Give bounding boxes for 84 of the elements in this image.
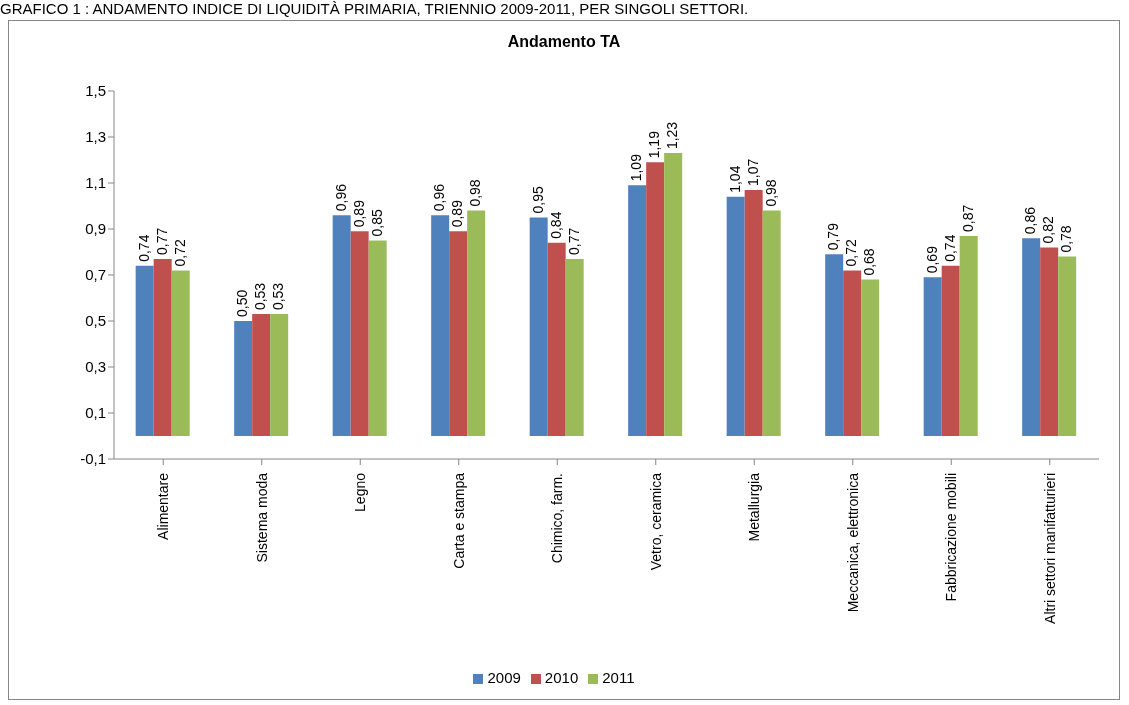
bar — [664, 153, 683, 436]
data-label: 0,53 — [270, 282, 287, 311]
data-label: 0,86 — [1022, 206, 1039, 235]
data-label: 0,77 — [565, 227, 582, 255]
data-label: 0,68 — [861, 248, 878, 276]
x-tick-label: Legno — [352, 472, 369, 512]
data-label: 0,98 — [467, 179, 484, 207]
bar — [153, 258, 172, 436]
data-label: 1,19 — [646, 130, 663, 159]
bar — [529, 217, 548, 436]
data-label: 0,87 — [959, 204, 976, 232]
bar — [744, 189, 763, 436]
data-label: 0,69 — [923, 245, 940, 274]
bar — [1040, 247, 1059, 436]
x-tick-label: Metallurgia — [746, 472, 763, 542]
bar — [252, 314, 271, 436]
data-label: 0,89 — [449, 199, 466, 228]
data-label: 0,89 — [350, 199, 367, 228]
legend-label: 2010 — [544, 669, 579, 686]
y-tick-label: 1,1 — [85, 174, 106, 192]
data-label: 0,82 — [1040, 215, 1057, 244]
data-label: 1,04 — [726, 165, 743, 193]
data-label: 0,50 — [234, 289, 251, 317]
data-label: 0,95 — [529, 186, 546, 214]
bar — [923, 277, 942, 436]
bar — [467, 210, 486, 436]
x-tick-label: Carta e stampa — [450, 472, 467, 569]
x-tick-label: Altri settori manifatturieri — [1041, 473, 1058, 624]
bar — [1022, 238, 1041, 436]
bar — [270, 314, 289, 436]
chart-title: Andamento TA — [506, 33, 622, 51]
bar — [565, 258, 584, 436]
x-tick-label: Alimentare — [155, 472, 172, 540]
data-label: 0,96 — [332, 183, 349, 212]
y-tick-label: 0,5 — [85, 312, 106, 330]
data-label: 1,23 — [664, 121, 681, 150]
bar — [431, 215, 450, 436]
x-tick-label: Meccanica, elettronica — [844, 472, 861, 613]
data-label: 0,84 — [547, 211, 564, 239]
bar — [449, 231, 468, 436]
x-tick-label: Chimico, farm. — [549, 473, 566, 564]
data-label: 0,72 — [843, 238, 860, 267]
bar — [547, 242, 566, 436]
y-tick-label: 0,7 — [85, 266, 106, 284]
y-tick-label: 0,3 — [85, 358, 106, 376]
y-tick-label: 1,3 — [85, 128, 106, 146]
legend-label: 2009 — [487, 669, 521, 686]
bar — [368, 240, 387, 436]
bar — [171, 270, 190, 436]
bar — [1058, 256, 1077, 436]
legend-label: 2011 — [602, 669, 635, 686]
data-label: 1,07 — [744, 158, 761, 186]
bar — [861, 279, 880, 436]
data-label: 0,74 — [941, 234, 958, 262]
bar — [350, 231, 369, 436]
y-tick-label: -0,1 — [80, 450, 106, 468]
bar — [726, 196, 745, 436]
data-label: 0,53 — [252, 282, 269, 311]
text: GRAFICO 1 : ANDAMENTO INDICE DI LIQUIDITÀ PRIMARIA, TRIENNIO 2009-2011, PER SINGOLI SETTORI. — [0, 0, 749, 17]
data-label: 0,98 — [762, 179, 779, 207]
bar — [843, 270, 862, 436]
x-tick-label: Fabbricazione mobili — [943, 473, 960, 602]
bar — [332, 215, 351, 436]
data-label: 0,74 — [135, 234, 152, 262]
data-label: 0,85 — [368, 209, 385, 237]
data-label: 0,78 — [1058, 225, 1075, 253]
y-tick-label: 0,1 — [85, 404, 106, 422]
bar — [234, 321, 253, 436]
y-tick-label: 1,5 — [85, 82, 106, 100]
x-tick-label: Vetro, ceramica — [647, 472, 664, 571]
bar — [762, 210, 781, 436]
data-label: 0,77 — [153, 227, 170, 255]
bar — [959, 235, 978, 436]
data-label: 0,72 — [171, 238, 188, 267]
bar — [646, 162, 665, 436]
bar — [135, 265, 154, 436]
y-tick-label: 0,9 — [85, 220, 106, 238]
data-label: 1,09 — [628, 153, 645, 182]
bar — [628, 185, 647, 436]
data-label: 0,96 — [431, 183, 448, 212]
data-label: 0,79 — [825, 222, 842, 251]
x-tick-label: Sistema moda — [253, 472, 270, 563]
bar — [825, 254, 844, 436]
bar — [941, 265, 960, 436]
